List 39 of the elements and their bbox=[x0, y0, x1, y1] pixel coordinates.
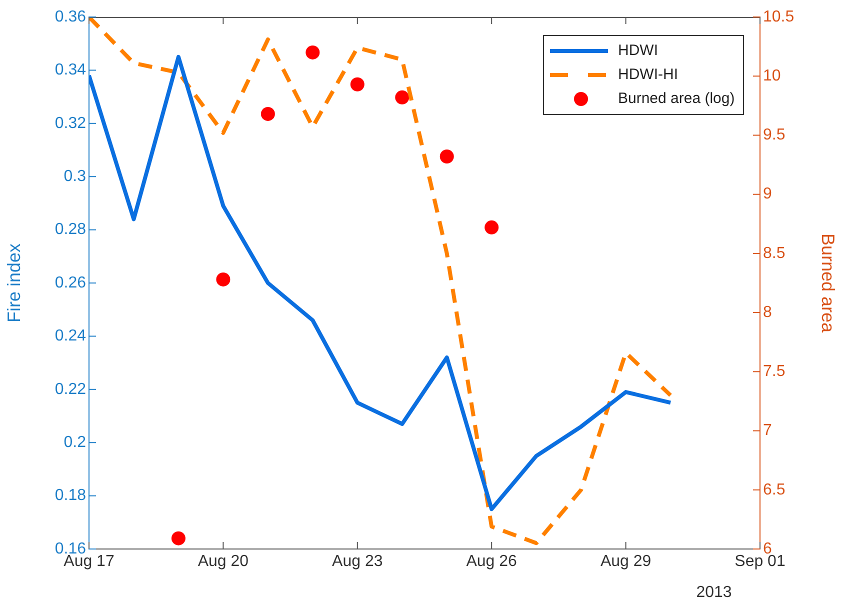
y2-tick-label: 10 bbox=[763, 68, 781, 85]
y-tick-label: 0.28 bbox=[54, 221, 86, 238]
point bbox=[350, 77, 364, 92]
y-tick-label: 0.32 bbox=[54, 114, 86, 132]
y2-tick-label: 8.5 bbox=[763, 244, 786, 262]
x-tick-label: Aug 17 bbox=[64, 553, 114, 570]
y-tick-label: 0.2 bbox=[64, 434, 86, 452]
x-tick-label: Aug 26 bbox=[466, 553, 518, 570]
y2-tick-label: 7.5 bbox=[763, 363, 786, 380]
x-tick-label: Sep 01 bbox=[734, 553, 786, 570]
point bbox=[395, 90, 410, 104]
y-tick-label: 0.36 bbox=[54, 8, 86, 26]
y2-axis-title: Burned area bbox=[818, 233, 838, 334]
point bbox=[306, 45, 320, 60]
y2-tick-label: 10.5 bbox=[763, 8, 794, 26]
y-tick-label: 0.3 bbox=[64, 168, 86, 186]
point bbox=[260, 106, 275, 121]
y2-tick-label: 8 bbox=[763, 304, 772, 321]
y-tick-label: 0.34 bbox=[54, 62, 86, 79]
legend-label: Burned area (log) bbox=[618, 89, 735, 109]
y-tick-label: 0.24 bbox=[54, 328, 86, 345]
point bbox=[216, 272, 230, 286]
x-tick-label: Aug 23 bbox=[332, 553, 383, 570]
legend-label: HDWI bbox=[618, 41, 658, 61]
y-tick-label: 0.22 bbox=[54, 380, 86, 398]
y-tick-label: 0.26 bbox=[54, 274, 86, 292]
y2-tick-label: 7 bbox=[763, 422, 772, 440]
x-tick-label: Aug 20 bbox=[198, 553, 249, 570]
y2-tick-label: 9 bbox=[763, 186, 772, 203]
point bbox=[440, 150, 454, 164]
point bbox=[171, 531, 186, 546]
y2-tick-label: 9.5 bbox=[763, 126, 786, 144]
y2-tick-label: 6.5 bbox=[763, 481, 786, 498]
legend-label: HDWI-HI bbox=[618, 65, 678, 85]
x-tick-label: Aug 29 bbox=[600, 553, 652, 570]
text: 2013 bbox=[696, 584, 732, 601]
point bbox=[484, 220, 499, 234]
y-tick-label: 0.18 bbox=[54, 487, 86, 504]
y-axis-title: Fire index bbox=[4, 243, 24, 323]
